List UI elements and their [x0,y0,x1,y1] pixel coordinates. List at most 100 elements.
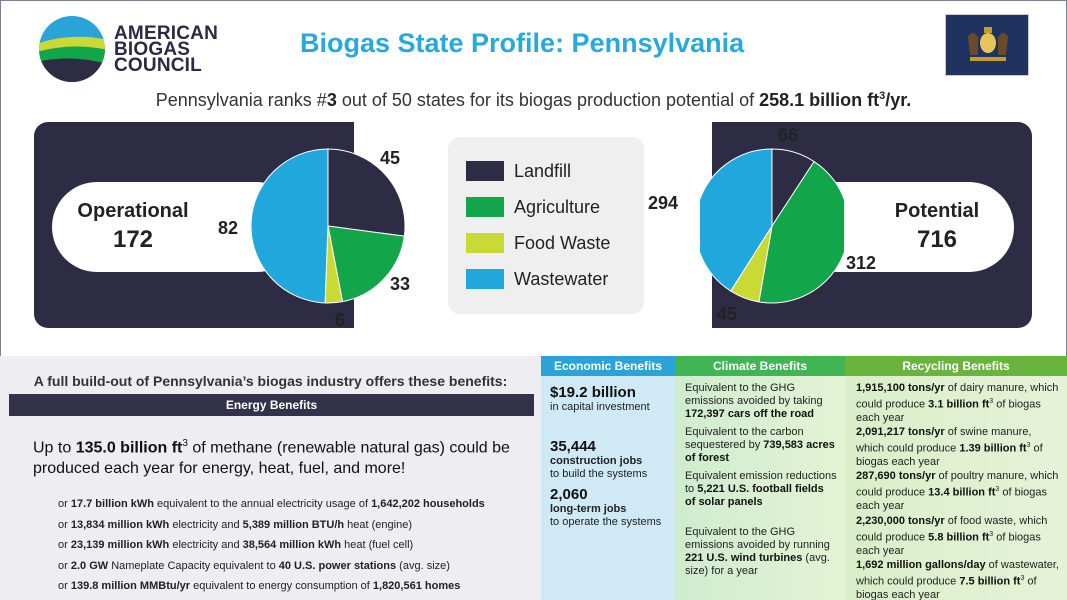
text-segment: (avg. size) [396,559,450,572]
logo-wordmark: AMERICAN BIOGAS COUNCIL [114,24,218,76]
legend-item-agriculture: Agriculture [466,195,600,219]
economic-item-investment-desc: in capital investment [550,401,650,413]
economic-benefits-body: $19.2 billion in capital investment 35,4… [541,376,675,600]
legend-item-wastewater: Wastewater [466,267,608,291]
economic-item-construction: 35,444 construction jobs to build the sy… [550,438,672,481]
recycling-benefit-item: 1,692 million gallons/day of wastewater,… [856,559,1061,600]
potential-wastewater-value: 294 [648,193,679,213]
potential-pie-slice-wastewater [700,148,773,292]
operational-pie-chart [250,148,406,304]
potential-unit: /yr. [885,90,912,110]
economic-item-longterm-value: 2,060 [550,486,588,503]
legend-swatch-agriculture [466,197,504,217]
text-segment: or [58,539,71,551]
chart-legend: Landfill Agriculture Food Waste Wastewat… [448,137,644,314]
legend-swatch-landfill [466,161,504,181]
text-segment: 139.8 million MMBtu/yr [70,580,191,592]
recycling-benefit-item: 2,230,000 tons/yr of food waste, which c… [856,515,1061,558]
text-segment: 17.7 billion kWh [70,498,154,510]
operational-landfill-value: 45 [380,148,401,168]
text-segment: 38,564 million kWh [242,539,342,551]
text-segment: electricity and [169,539,243,551]
legend-swatch-foodwaste [466,233,504,253]
text-segment: heat (engine) [344,518,412,531]
energy-main-statement: Up to 135.0 billion ft3 of methane (rene… [33,433,533,479]
operational-total: 172 [112,226,154,253]
text-segment: 1,915,100 tons/yr [856,382,945,394]
text-segment: Equivalent emission reductions to [685,470,837,495]
ranking-summary: Pennsylvania ranks #3 out of 50 states f… [0,90,1067,111]
text-segment: of food waste, which could produce [856,515,1048,544]
text-segment: 3 [1020,575,1025,582]
text-segment: Equivalent to the GHG emissions avoided … [685,382,823,407]
energy-equivalent-item: or 139.8 million MMBtu/yr equivalent to … [58,576,538,597]
text-segment: Equivalent to the carbon sequestered by [685,426,804,451]
text-segment: 13,834 million kWh [70,518,170,531]
recycling-benefits-column: Recycling Benefits 1,915,100 tons/yr of … [845,356,1067,600]
text-segment: of biogas each year [856,442,1043,468]
recycling-benefits-body: 1,915,100 tons/yr of dairy manure, which… [845,376,1067,600]
operational-pie-slice-wastewater [250,148,329,304]
operational-foodwaste-value: 6 [335,310,346,330]
energy-equivalent-item: or 13,834 million kWh electricity and 5,… [58,515,538,536]
legend-label-foodwaste: Food Waste [514,232,611,253]
potential-pie-slice-agriculture [758,160,844,304]
economic-item-longterm: 2,060 long-term jobs to operate the syst… [550,486,672,529]
operational-wastewater-value: 82 [218,218,239,238]
text-segment: 2,091,217 tons/yr [856,426,945,438]
text-segment: of biogas each year [856,398,1041,424]
text-segment: 3 [989,531,994,538]
potential-pie-chart [700,148,844,304]
potential-sup: 3 [879,90,886,102]
logo-line-3: COUNCIL [114,55,202,76]
text-segment: 5,389 million BTU/h [242,518,345,531]
climate-benefit-item: Equivalent to the carbon sequestered by … [685,426,837,465]
page-title: Biogas State Profile: Pennsylvania [300,28,745,58]
legend-label-wastewater: Wastewater [514,268,609,289]
text-segment: 2.0 GW [70,559,109,572]
economic-benefits-header: Economic Benefits [541,356,675,376]
text-segment: 3 [995,486,1000,493]
text-segment: of dairy manure, which could produce [856,382,1059,411]
text-segment: 23,139 million kWh [70,539,170,551]
energy-main-pre: Up to [33,439,76,457]
economic-item-investment: $19.2 billion in capital investment [550,384,672,414]
text-segment: Nameplate Capacity equivalent to [108,559,279,572]
text-segment: 40 U.S. power stations [278,559,397,572]
text-segment: 3 [989,398,994,405]
text-segment: 3 [1026,442,1031,449]
climate-benefits-body: Equivalent to the GHG emissions avoided … [675,376,845,600]
text-segment: 1,820,561 homes [372,580,461,592]
recycling-benefit-item: 287,690 tons/yr of poultry manure, which… [856,470,1061,513]
logo: AMERICAN BIOGAS COUNCIL [36,14,218,84]
text-segment: 7.5 billion ft [959,575,1021,588]
text-segment: heat (fuel cell) [341,539,414,551]
subtitle-pre: Pennsylvania ranks # [155,90,327,110]
text-segment: 3.1 billion ft [928,398,990,411]
climate-benefit-item: Equivalent to the GHG emissions avoided … [685,382,837,421]
operational-label: Operational [77,200,189,222]
text-segment: 739,583 acres of forest [685,439,835,464]
state-rank: 3 [326,90,337,110]
economic-item-construction-label: construction jobs [550,455,643,467]
text-segment: 2,230,000 tons/yr [856,515,945,527]
climate-benefits-column: Climate Benefits Equivalent to the GHG e… [675,356,845,600]
text-segment: 221 U.S. wind turbines [685,552,803,564]
recycling-benefit-item: 2,091,217 tons/yr of swine manure, which… [856,426,1061,469]
energy-main-sup: 3 [182,438,188,449]
text-segment: of swine manure, which could produce [856,426,1032,455]
text-segment: 1,642,202 households [371,498,485,510]
energy-main-post: of methane (renewable natural gas) could… [33,439,510,478]
subtitle-mid: out of 50 states for its biogas producti… [336,90,760,110]
potential-total: 716 [916,226,958,253]
text-segment: or [58,559,71,572]
climate-benefits-header: Climate Benefits [675,356,845,376]
potential-value: 258.1 billion ft [759,90,880,110]
potential-foodwaste-value: 45 [717,304,738,324]
operational-pie-slice-landfill [327,148,406,237]
text-segment: of biogas each year [856,531,1041,557]
text-segment: 1,692 million gallons/day [856,559,986,571]
legend-label-agriculture: Agriculture [514,196,601,217]
text-segment: 287,690 tons/yr [856,470,936,482]
text-segment: of biogas each year [856,486,1048,512]
